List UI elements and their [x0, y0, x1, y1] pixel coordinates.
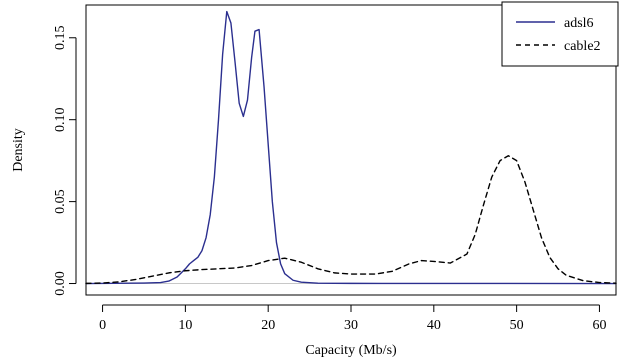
x-tick-label: 30	[344, 318, 358, 333]
plot-area	[85, 10, 617, 285]
x-tick-label: 60	[592, 318, 606, 333]
x-tick-label: 20	[261, 318, 275, 333]
y-axis-title: Density	[11, 128, 26, 172]
x-tick-label: 10	[178, 318, 192, 333]
x-tick-label: 40	[427, 318, 441, 333]
y-tick-label: 0.10	[53, 107, 68, 132]
x-tick-label: 0	[99, 318, 106, 333]
series-line-adsl6	[85, 10, 617, 285]
legend: adsl6 cable2	[501, 1, 619, 67]
x-tick-label: 50	[510, 318, 524, 333]
legend-box	[501, 1, 619, 67]
x-axis-title: Capacity (Mb/s)	[305, 343, 397, 358]
y-tick-label: 0.15	[53, 26, 68, 51]
legend-label-adsl6: adsl6	[564, 16, 594, 31]
series-line-cable2	[85, 155, 617, 285]
axes: 0 10 20 30 40 50 60 0.00 0.05 0.10 0.15 Capacity (M…	[11, 4, 617, 358]
y-tick-label: 0.05	[53, 189, 68, 214]
legend-label-cable2: cable2	[564, 39, 601, 54]
y-tick-label: 0.00	[53, 271, 68, 296]
plot-frame	[85, 4, 617, 296]
